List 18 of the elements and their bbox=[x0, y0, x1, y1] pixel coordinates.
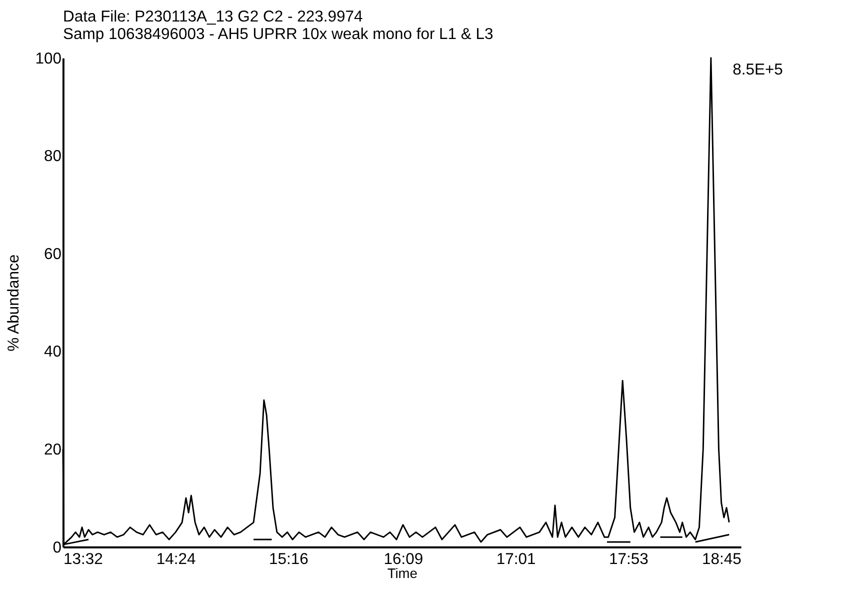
y-tick-label: 80 bbox=[44, 148, 62, 166]
y-tick-label: 60 bbox=[44, 246, 62, 263]
x-tick-label: 17:01 bbox=[496, 551, 536, 568]
x-axis-title: Time bbox=[387, 566, 418, 581]
y-axis-title: % Abundance bbox=[6, 254, 22, 352]
x-tick-label: 16:09 bbox=[384, 551, 424, 568]
y-tick-label: 40 bbox=[44, 344, 62, 361]
y-tick-label: 20 bbox=[44, 441, 62, 458]
chart-title: Data File: P230113A_13 G2 C2 - 223.9974 bbox=[62, 8, 363, 26]
x-tick-label: 17:53 bbox=[609, 551, 649, 568]
y-tick-label: 100 bbox=[35, 50, 62, 68]
x-tick-label: 18:45 bbox=[702, 551, 742, 568]
x-tick-label: 14:24 bbox=[156, 551, 196, 568]
annotation: 8.5E+5 bbox=[732, 62, 784, 79]
x-tick-label: 15:16 bbox=[269, 551, 309, 568]
x-tick-label: 13:32 bbox=[63, 551, 103, 568]
chart-subtitle: Samp 10638496003 - AH5 UPRR 10x weak mono for L1 & L3 bbox=[62, 26, 494, 44]
y-tick-label: 0 bbox=[52, 539, 62, 556]
